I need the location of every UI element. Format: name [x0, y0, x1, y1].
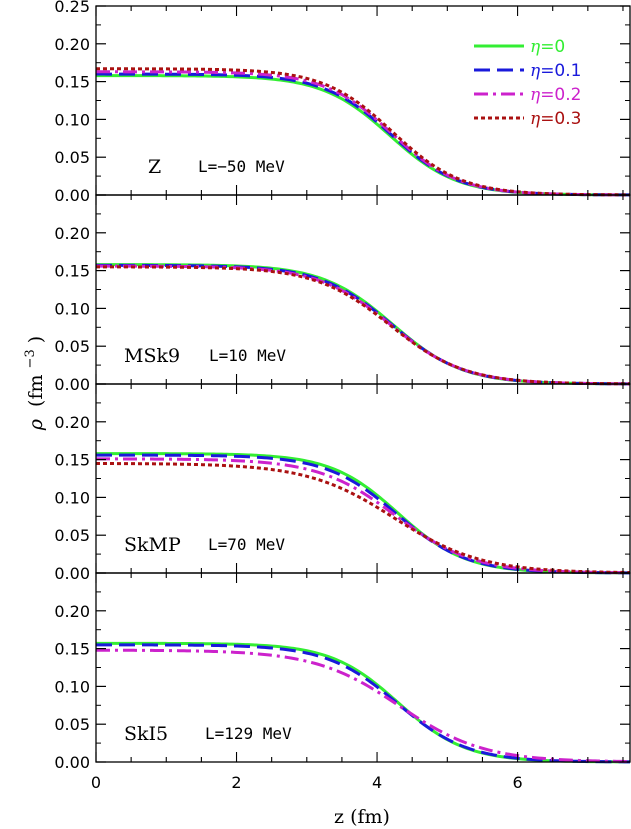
series-group [96, 67, 631, 197]
series-line-eta-0 [96, 641, 631, 764]
series-line-eta-0_1 [96, 263, 631, 386]
panel-slope-label: L=129 MeV [205, 724, 292, 743]
panel-model-label: Z [148, 156, 161, 178]
y-tick-label: 0.00 [54, 186, 90, 205]
y-axis-symbol: ρ [25, 418, 47, 431]
y-axis-unit-exp: −3 [23, 349, 38, 368]
panel-slope-label: L=−50 MeV [198, 157, 285, 176]
y-tick-label: 0.15 [54, 640, 90, 659]
y-tick-label: 0.20 [54, 224, 90, 243]
y-axis-label: ρ (fm −3 ) [17, 336, 47, 431]
panel-slope-label: L=70 MeV [208, 535, 285, 554]
series-group [96, 641, 631, 764]
legend-entry: η=0.1 [474, 61, 581, 81]
series-line-eta-0_2 [96, 648, 631, 764]
y-axis-unit-close: ) [25, 336, 47, 343]
y-tick-label: 0.10 [54, 299, 90, 318]
panel-z: 0.00 0.05 0.10 0.15 0.20 0.25 Z L=−50 MeV [54, 0, 631, 205]
panel-slope-label: L=10 MeV [209, 346, 286, 365]
legend-entry: η=0 [474, 37, 565, 57]
legend: η=0 η=0.1 η=0.2 η=0.3 [474, 37, 581, 129]
y-tick-label: 0.20 [54, 413, 90, 432]
legend-entry: η=0.3 [474, 109, 581, 129]
panels-layer: 0.000.050.100.150.200.25Z L=−50 MeV0.000.… [54, 0, 631, 772]
x-tick-label: 6 [512, 773, 522, 792]
series-line-eta-0_1 [96, 643, 631, 764]
y-tick-label: 0.10 [54, 488, 90, 507]
series-group [95, 452, 631, 575]
panel-skmp: 0.00 0.05 0.10 0.15 0.20 SkMP L=70 MeV [54, 383, 631, 583]
panel-model-label: SkMP [124, 534, 181, 556]
panel-frame [95, 572, 631, 763]
y-tick-label: 0.15 [54, 262, 90, 281]
panel-model-label: MSk9 [124, 345, 180, 367]
y-tick-label: 0.05 [54, 715, 90, 734]
series-line-eta-0_3 [95, 265, 631, 386]
y-tick-label: 0.05 [54, 148, 90, 167]
y-tick-label: 0.00 [54, 375, 90, 394]
legend-entry: η=0.2 [474, 85, 581, 105]
series-group [95, 263, 631, 386]
y-tick-label: 0.25 [54, 0, 90, 16]
y-tick-label: 0.20 [54, 602, 90, 621]
y-tick-label: 0.00 [54, 564, 90, 583]
y-tick-label: 0.05 [54, 526, 90, 545]
y-tick-label: 0.15 [54, 73, 90, 92]
panel-msk9: 0.00 0.05 0.10 0.15 0.20 MSk9 L=10 MeV [54, 194, 631, 394]
x-tick-label: 0 [91, 773, 101, 792]
series-line-eta-0_2 [95, 457, 631, 575]
legend-label: η=0.2 [530, 85, 581, 105]
series-line-eta-0_3 [96, 67, 631, 197]
x-tick-label: 4 [372, 773, 382, 792]
y-axis-unit-base: (fm [25, 375, 47, 407]
y-tick-label: 0.10 [54, 677, 90, 696]
x-tick-labels: 0 2 4 6 [91, 773, 523, 792]
x-tick-label: 2 [231, 773, 241, 792]
x-axis-label: z (fm) [334, 806, 390, 828]
y-tick-label: 0.10 [54, 110, 90, 129]
legend-label: η=0.1 [530, 61, 581, 81]
y-tick-label: 0.15 [54, 451, 90, 470]
legend-label: η=0 [530, 37, 565, 57]
panel-model-label: SkI5 [124, 723, 168, 745]
y-tick-label: 0.00 [54, 753, 90, 772]
legend-label: η=0.3 [530, 109, 581, 129]
y-tick-label: 0.20 [54, 35, 90, 54]
panel-ski5: 0.00 0.05 0.10 0.15 0.20 SkI5 L=129 MeV [54, 572, 631, 772]
y-tick-label: 0.05 [54, 337, 90, 356]
series-line-eta-0_3 [96, 462, 631, 575]
